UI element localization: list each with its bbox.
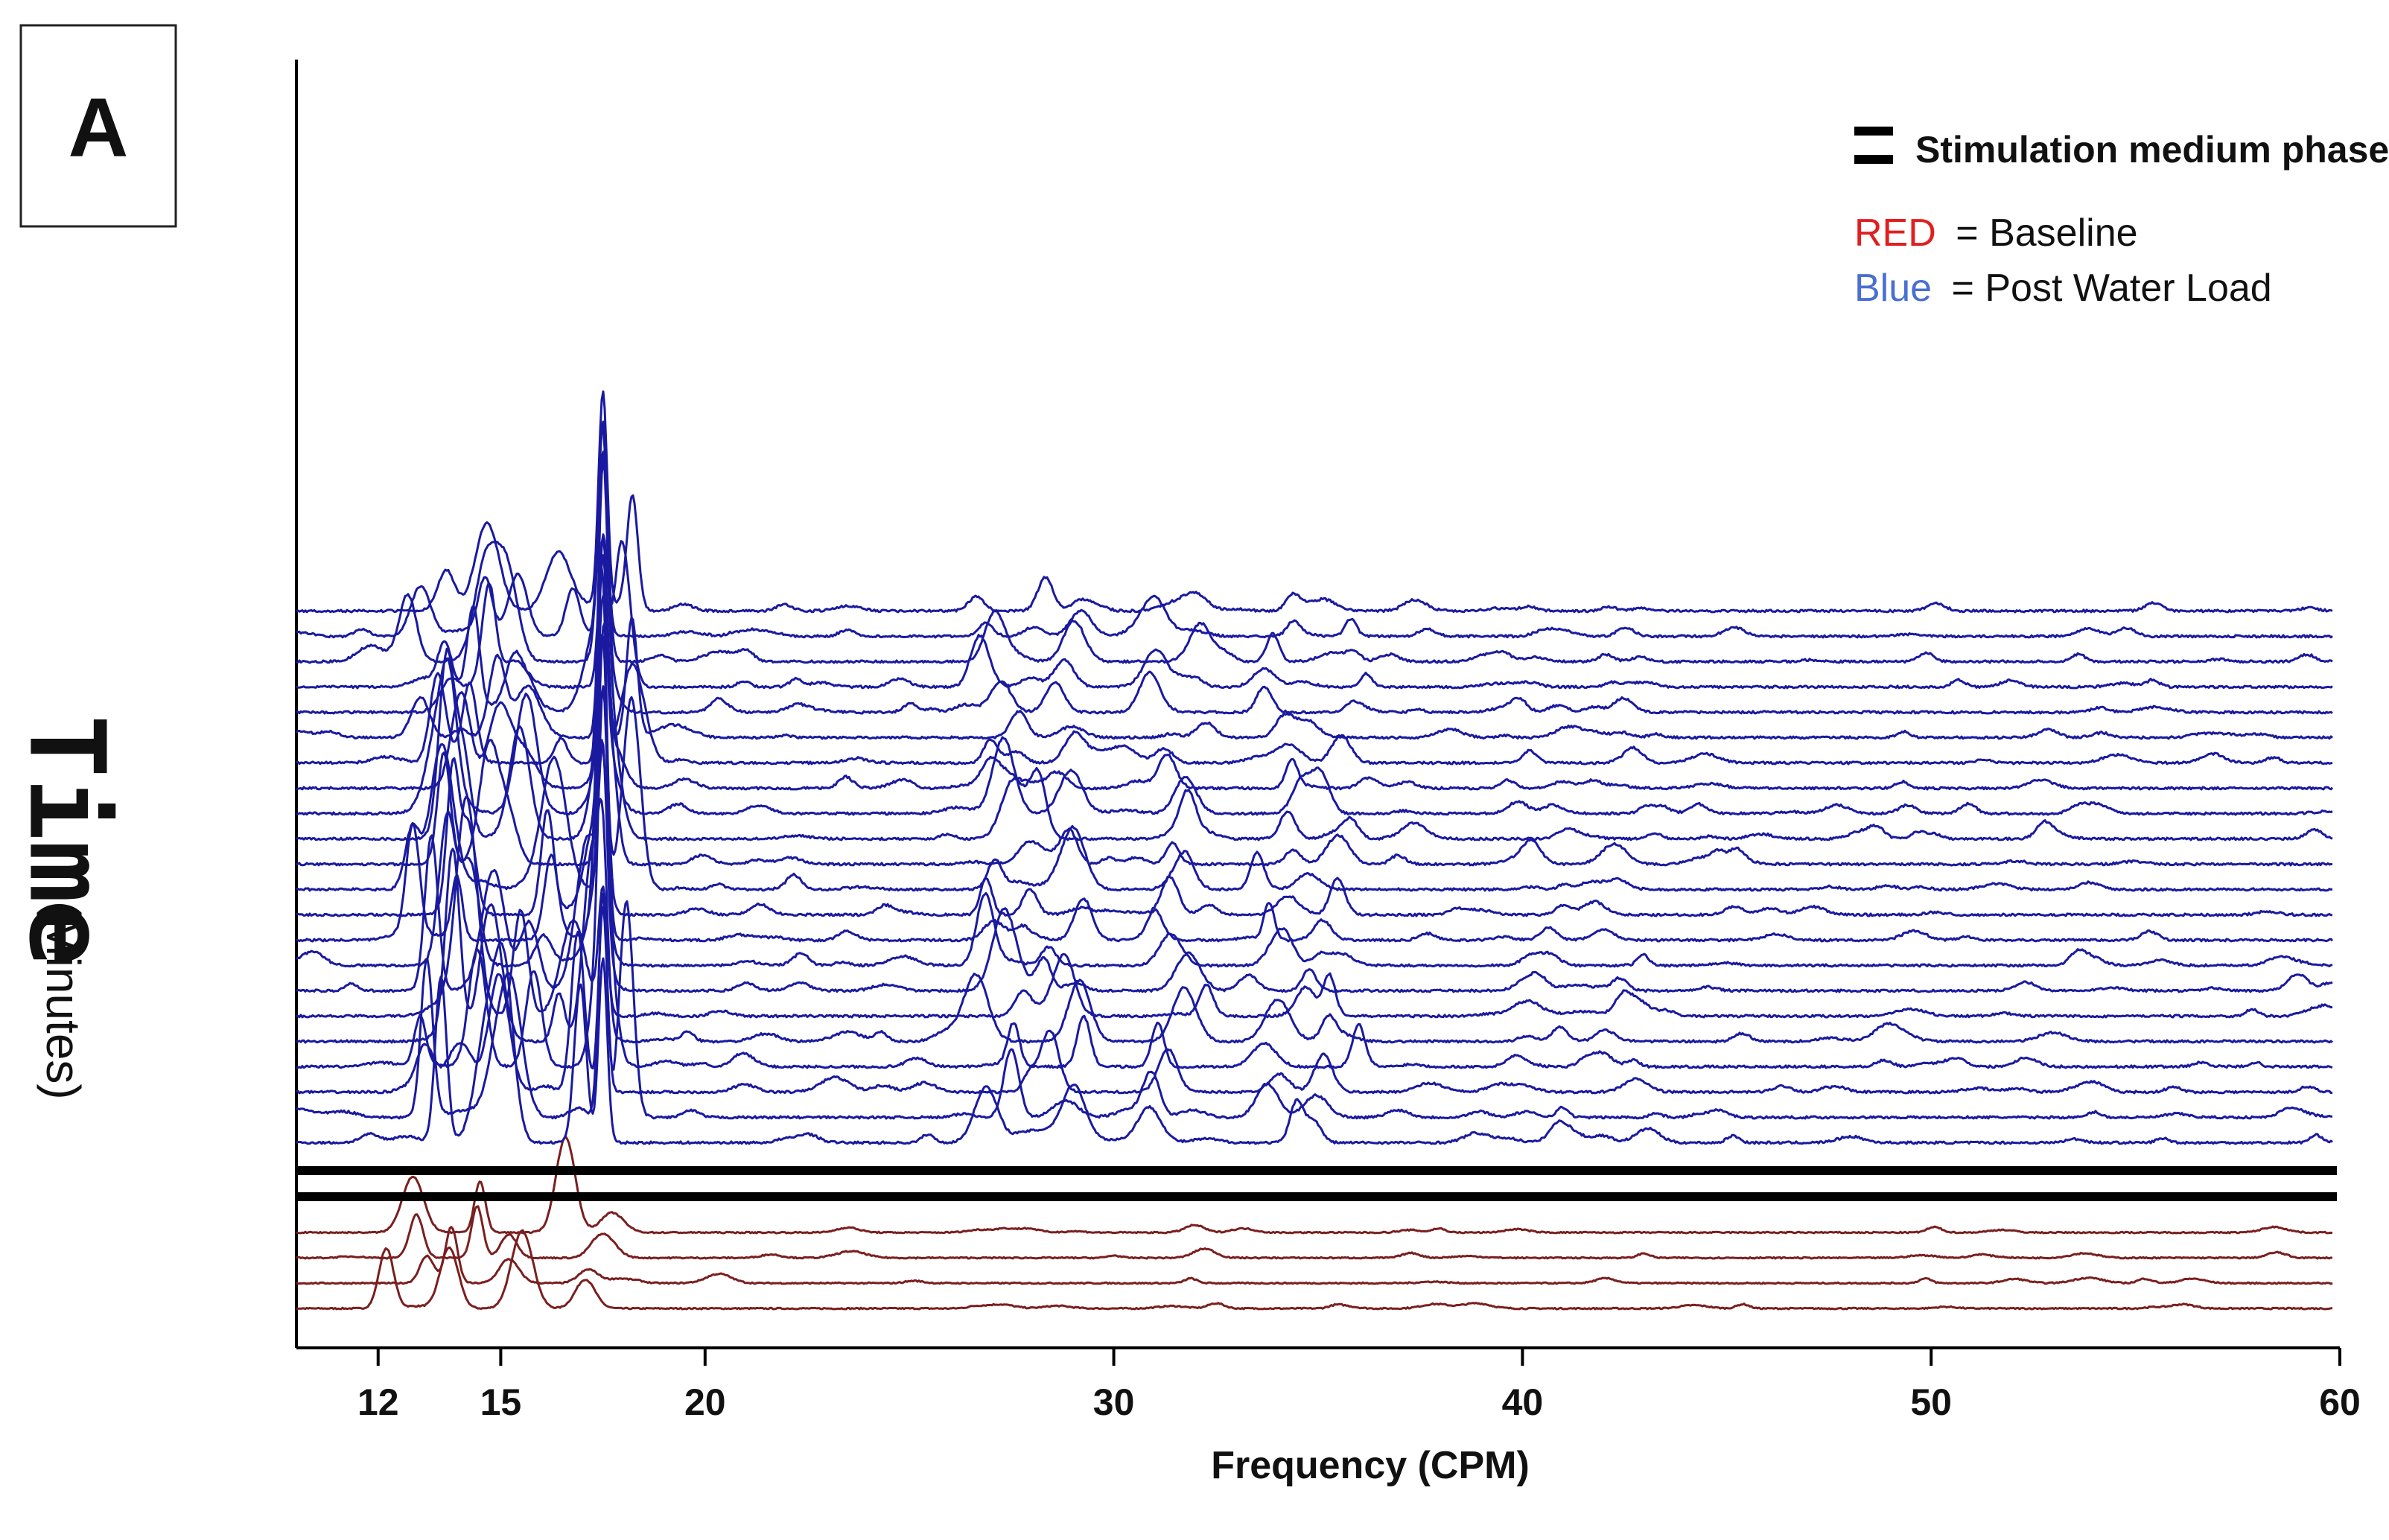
x-tick-label: 15 bbox=[480, 1381, 522, 1423]
y-axis-label-main: Time bbox=[5, 715, 127, 966]
panel-label-box: A bbox=[19, 24, 177, 228]
x-tick-label: 50 bbox=[1910, 1381, 1952, 1423]
post-water-load-trace-13 bbox=[296, 594, 2333, 816]
legend-phase-label: Stimulation medium phase bbox=[1915, 129, 2389, 171]
legend-baseline-entry: RED = Baseline bbox=[1854, 211, 2138, 255]
spectra-traces bbox=[295, 390, 2334, 1311]
y-axis-label: Time (Minutes) bbox=[5, 715, 127, 1100]
legend-blue-word: Blue bbox=[1854, 267, 1932, 310]
stimulation-phase-lines bbox=[296, 1166, 2337, 1201]
post-water-load-trace-17 bbox=[296, 425, 2333, 715]
x-tick-label: 60 bbox=[2319, 1381, 2361, 1423]
baseline-trace-2 bbox=[296, 1205, 2333, 1260]
post-water-load-trace-5 bbox=[296, 795, 2333, 1019]
legend-post-water-load-entry: Blue = Post Water Load bbox=[1854, 267, 2272, 310]
post-water-load-trace-16 bbox=[295, 535, 2333, 740]
x-axis-ticks: 12 15 20 30 40 50 60 bbox=[357, 1348, 2361, 1423]
post-water-load-trace-1 bbox=[296, 892, 2333, 1120]
post-water-load-trace-20 bbox=[296, 451, 2333, 639]
legend-baseline-label: = Baseline bbox=[1956, 211, 2137, 255]
baseline-trace-0 bbox=[296, 1229, 2333, 1311]
x-tick-label: 30 bbox=[1093, 1381, 1135, 1423]
post-water-load-trace-3 bbox=[296, 687, 2333, 1069]
post-water-load-trace-14 bbox=[296, 535, 2334, 791]
post-water-load-trace-9 bbox=[296, 634, 2333, 917]
panel-label: A bbox=[69, 81, 129, 174]
axes bbox=[295, 60, 2340, 1349]
post-water-load-trace-15 bbox=[296, 554, 2333, 766]
post-water-load-trace-4 bbox=[296, 798, 2333, 1044]
baseline-trace-1 bbox=[296, 1226, 2333, 1285]
baseline-trace-3 bbox=[296, 1136, 2333, 1235]
x-axis-label: Frequency (CPM) bbox=[1211, 1444, 1530, 1487]
post-water-load-trace-0 bbox=[296, 941, 2333, 1145]
post-water-load-trace-10 bbox=[296, 685, 2333, 892]
legend-post-water-load-label: = Post Water Load bbox=[1952, 267, 2272, 310]
x-tick-label: 20 bbox=[684, 1381, 726, 1423]
post-water-load-trace-18 bbox=[296, 533, 2333, 690]
post-water-load-trace-19 bbox=[296, 420, 2333, 664]
post-water-load-trace-6 bbox=[296, 739, 2333, 993]
post-water-load-trace-21 bbox=[296, 390, 2333, 614]
legend-red-word: RED bbox=[1854, 211, 1936, 255]
x-tick-label: 40 bbox=[1502, 1381, 1544, 1423]
post-water-load-trace-8 bbox=[296, 567, 2334, 943]
post-water-load-trace-11 bbox=[296, 622, 2333, 867]
post-water-load-trace-2 bbox=[296, 906, 2333, 1095]
post-water-load-trace-12 bbox=[296, 458, 2333, 841]
legend: Stimulation medium phase RED = Baseline … bbox=[1854, 127, 2389, 310]
y-axis-label-unit: (Minutes) bbox=[36, 901, 90, 1100]
post-water-load-trace-7 bbox=[295, 746, 2333, 968]
x-tick-label: 12 bbox=[357, 1381, 399, 1423]
